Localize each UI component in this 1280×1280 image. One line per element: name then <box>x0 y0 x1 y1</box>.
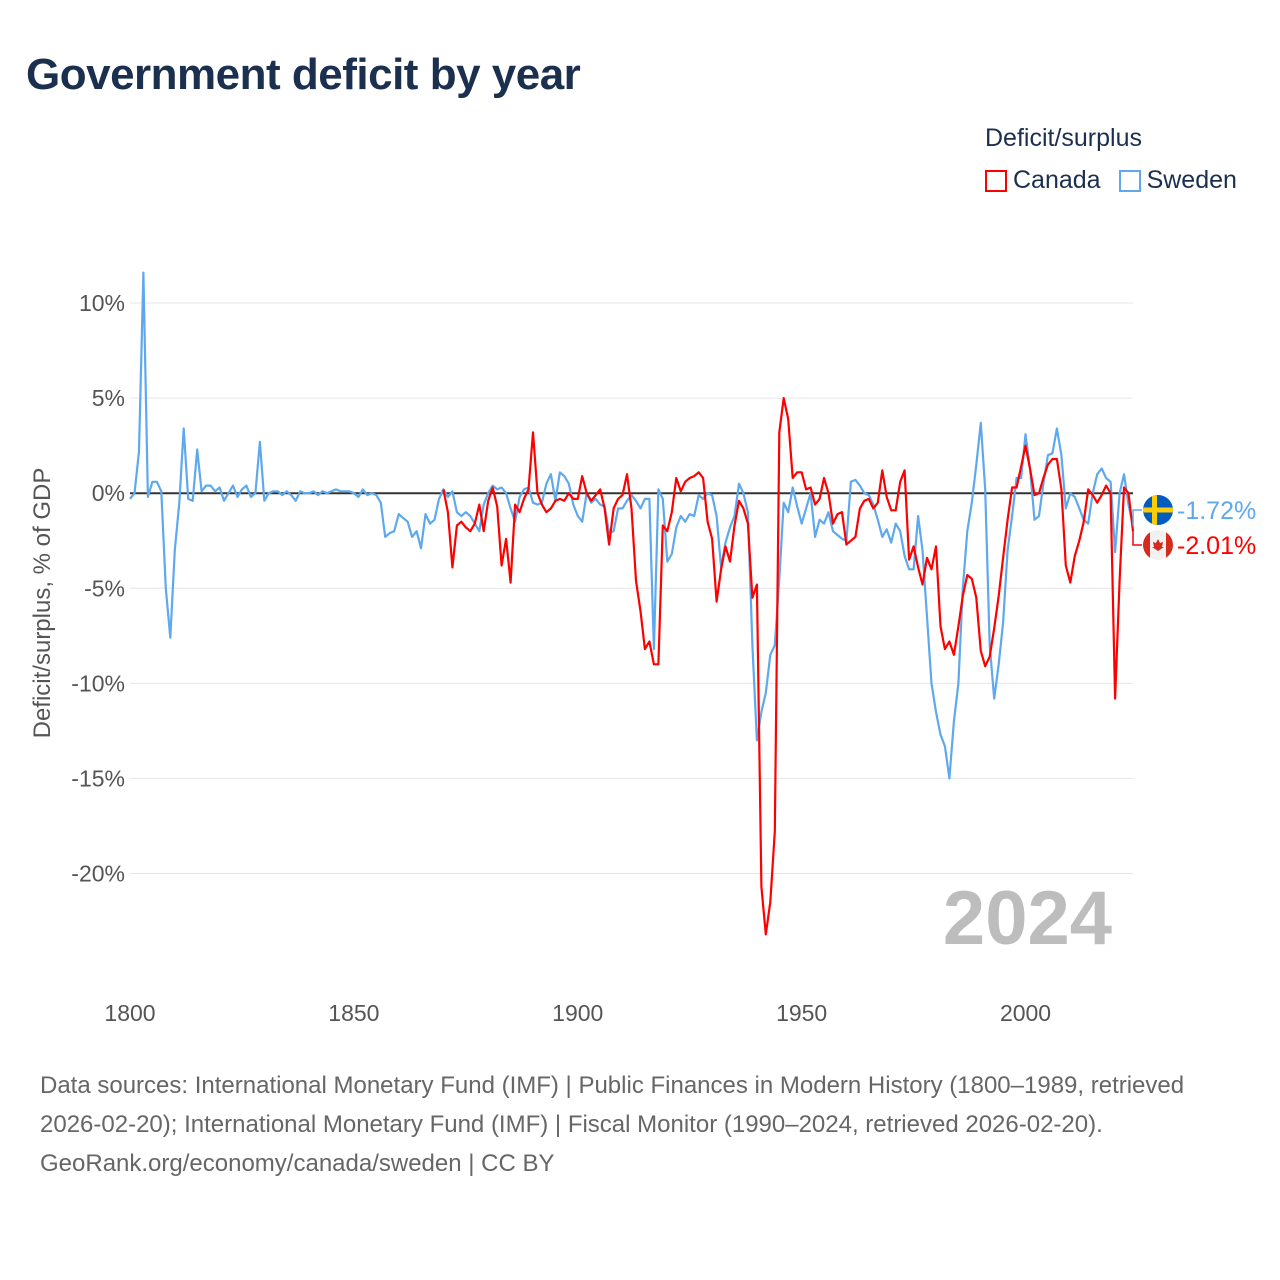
end-label-connector <box>1132 531 1142 546</box>
y-tick-label: -5% <box>84 575 125 601</box>
series-line-canada <box>442 397 1135 936</box>
flag-band-left <box>1143 530 1150 560</box>
sweden-swatch-icon <box>1118 169 1141 192</box>
data-sources: Data sources: International Monetary Fun… <box>40 1072 1185 1138</box>
page-title: Government deficit by year <box>26 50 581 99</box>
footer: Data sources: International Monetary Fun… <box>40 1066 1240 1183</box>
line-chart: 10% 5% 0% -5% -10% -15% -20% 1800 1850 1900 1950 20… <box>29 271 1256 1026</box>
end-value-label: -1.72% <box>1177 497 1256 525</box>
flag-graphic <box>1143 530 1173 560</box>
y-tick-label: -20% <box>71 861 125 887</box>
y-tick-label: 5% <box>92 385 125 411</box>
y-tick-label: -15% <box>71 765 125 791</box>
maple-leaf-icon <box>1152 539 1164 551</box>
canada-swatch-icon <box>985 169 1007 192</box>
legend-item-canada[interactable]: Canada <box>985 166 1101 195</box>
x-tick-label: 1950 <box>776 1000 827 1026</box>
flag-graphic <box>1143 495 1173 525</box>
end-label-connector <box>1132 509 1142 526</box>
y-tick-label: -10% <box>71 670 125 696</box>
series-line-sweden <box>129 271 1135 780</box>
legend-label: Sweden <box>1146 166 1237 194</box>
flag-cross-v <box>1152 495 1157 525</box>
year-watermark: 2024 <box>943 876 1112 961</box>
legend-title: Deficit/surplus <box>985 124 1142 152</box>
sweden-flag-icon <box>1143 495 1173 525</box>
x-tick-label: 1850 <box>328 1000 379 1026</box>
y-axis-label: Deficit/surplus, % of GDP <box>29 468 56 739</box>
canada-flag-icon <box>1143 530 1173 560</box>
flag-band-right <box>1166 530 1173 560</box>
legend-label: Canada <box>1013 166 1101 194</box>
x-tick-label: 1800 <box>104 1000 155 1026</box>
legend: Canada Sweden <box>985 166 1237 195</box>
legend-item-sweden[interactable]: Sweden <box>1118 166 1237 195</box>
x-tick-label: 2000 <box>1000 1000 1051 1026</box>
y-tick-label: 0% <box>92 480 125 506</box>
x-tick-label: 1900 <box>552 1000 603 1026</box>
flag-cross-h <box>1143 507 1173 513</box>
credit-link[interactable]: GeoRank.org/economy/canada/sweden | CC B… <box>40 1150 555 1177</box>
y-tick-label: 10% <box>79 290 125 316</box>
end-value-label: -2.01% <box>1177 532 1256 560</box>
